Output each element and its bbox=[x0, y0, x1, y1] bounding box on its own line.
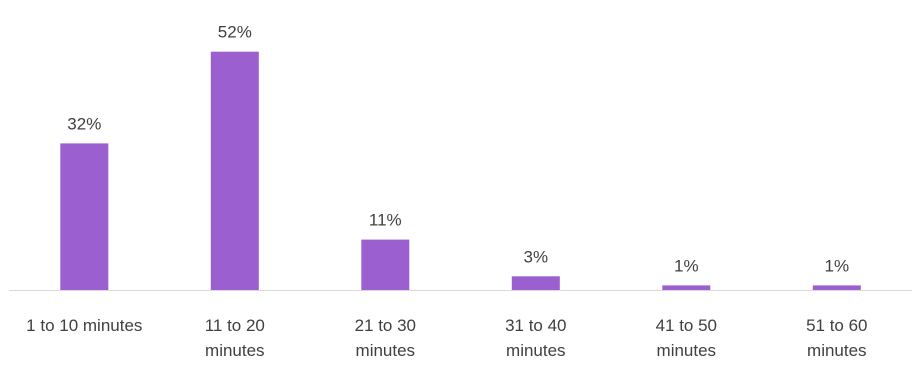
x-tick-labels-group: 1 to 10 minutes 11 to 20 minutes 21 to 30 mi… bbox=[26, 316, 867, 360]
x-tick-label-3-line-1: 21 to 30 bbox=[355, 316, 416, 335]
data-label-6: 1% bbox=[825, 256, 850, 275]
bar-5 bbox=[662, 285, 711, 290]
bar-3 bbox=[361, 239, 410, 290]
data-labels-group: 32% 52% 11% 3% 1% 1% bbox=[67, 23, 849, 276]
x-tick-label-3-line-2: minutes bbox=[356, 341, 416, 360]
bar-4 bbox=[511, 276, 560, 290]
x-tick-label-2: 11 to 20 minutes bbox=[205, 316, 265, 360]
data-label-3: 11% bbox=[369, 211, 402, 230]
x-tick-label-6-line-2: minutes bbox=[807, 341, 867, 360]
x-tick-label-6-line-1: 51 to 60 bbox=[806, 316, 867, 335]
bar-2 bbox=[210, 51, 259, 291]
data-label-5: 1% bbox=[674, 256, 699, 275]
x-tick-label-3: 21 to 30 minutes bbox=[355, 316, 416, 360]
x-tick-label-4: 31 to 40 minutes bbox=[505, 316, 566, 360]
x-tick-label-2-line-2: minutes bbox=[205, 341, 265, 360]
bar-6 bbox=[812, 285, 861, 290]
x-tick-label-5: 41 to 50 minutes bbox=[656, 316, 717, 360]
x-tick-label-4-line-1: 31 to 40 bbox=[505, 316, 566, 335]
x-tick-label-6: 51 to 60 minutes bbox=[806, 316, 867, 360]
x-tick-label-2-line-1: 11 to 20 bbox=[205, 316, 265, 335]
x-tick-label-4-line-2: minutes bbox=[506, 341, 566, 360]
data-label-1: 32% bbox=[67, 114, 101, 133]
bar-1 bbox=[60, 143, 109, 290]
data-label-2: 52% bbox=[218, 23, 252, 42]
x-tick-label-5-line-1: 41 to 50 bbox=[656, 316, 717, 335]
x-tick-label-5-line-2: minutes bbox=[657, 341, 717, 360]
x-tick-label-1: 1 to 10 minutes bbox=[26, 316, 142, 335]
data-label-4: 3% bbox=[524, 247, 549, 266]
bars-group bbox=[60, 51, 861, 291]
x-tick-label-1-line-1: 1 to 10 minutes bbox=[26, 316, 142, 335]
